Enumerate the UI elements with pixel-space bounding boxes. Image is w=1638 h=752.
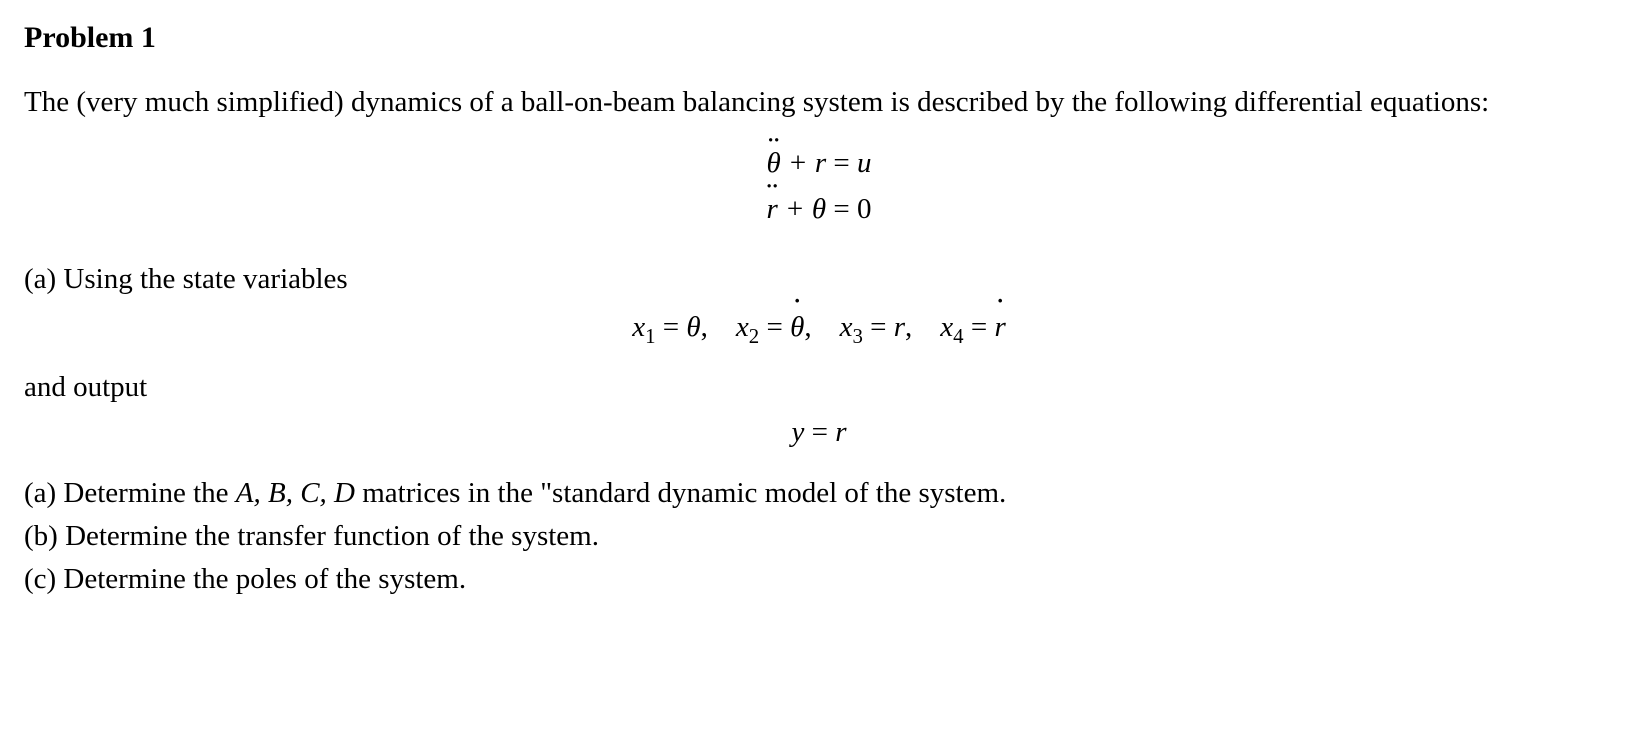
equation-1: θ + r = u (24, 140, 1614, 186)
zero: 0 (857, 193, 872, 225)
state-variables: x1 = θ,x2 = θ,x3 = r,x4 = r (24, 308, 1614, 350)
output-label: and output (24, 368, 1614, 407)
equals-sign: = (804, 416, 835, 448)
r-var: r (894, 311, 905, 343)
matrices-abcd: A, B, C, D (236, 477, 355, 509)
problem-title: Problem 1 (24, 18, 1614, 59)
part-a-intro: (a) Using the state variables (24, 260, 1614, 299)
equation-block: θ + r = u r + θ = 0 (24, 140, 1614, 233)
r-dot: r (994, 308, 1005, 347)
theta-dot: θ (790, 308, 804, 347)
x2-var: x2 (736, 311, 759, 343)
var-u: u (857, 147, 872, 179)
question-list: (a) Determine the A, B, C, D matrices in… (24, 474, 1614, 599)
x3-var: x3 (840, 311, 863, 343)
intro-paragraph: The (very much simplified) dynamics of a… (24, 83, 1614, 122)
r-var: r (835, 416, 846, 448)
plus-sign: + (781, 147, 815, 179)
y-var: y (791, 416, 804, 448)
question-b: (b) Determine the transfer function of t… (24, 517, 1614, 556)
output-equation: y = r (24, 413, 1614, 452)
question-a: (a) Determine the A, B, C, D matrices in… (24, 474, 1614, 513)
var-r: r (815, 147, 826, 179)
question-c: (c) Determine the poles of the system. (24, 560, 1614, 599)
plus-sign: + (778, 193, 812, 225)
r-ddot: r (767, 186, 778, 232)
equation-2: r + θ = 0 (24, 186, 1614, 232)
x1-var: x1 (632, 311, 655, 343)
x4-var: x4 (940, 311, 963, 343)
equals-sign: = (826, 193, 857, 225)
var-theta: θ (812, 193, 826, 225)
equals-sign: = (826, 147, 857, 179)
theta-var: θ (686, 311, 700, 343)
